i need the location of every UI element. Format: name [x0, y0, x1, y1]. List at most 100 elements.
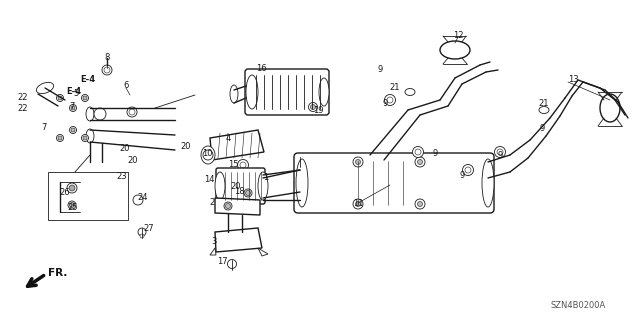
Text: 5: 5 — [74, 89, 79, 98]
Text: 20: 20 — [127, 156, 138, 164]
Text: 20: 20 — [230, 181, 241, 190]
Circle shape — [58, 136, 62, 140]
Circle shape — [70, 105, 77, 111]
Text: 8: 8 — [104, 52, 109, 61]
Circle shape — [83, 96, 87, 100]
Text: 13: 13 — [568, 75, 579, 84]
Text: 23: 23 — [116, 172, 127, 180]
Circle shape — [415, 157, 425, 167]
Text: 7: 7 — [42, 123, 47, 132]
Text: 15: 15 — [228, 159, 239, 169]
Text: 3: 3 — [212, 236, 217, 245]
Circle shape — [463, 164, 474, 175]
Text: 21: 21 — [538, 99, 548, 108]
Text: 22: 22 — [17, 103, 28, 113]
Circle shape — [138, 228, 146, 236]
FancyBboxPatch shape — [216, 168, 265, 204]
Circle shape — [310, 105, 316, 109]
Circle shape — [58, 96, 62, 100]
Circle shape — [68, 201, 76, 209]
Text: 24: 24 — [137, 193, 147, 202]
Text: 20: 20 — [180, 141, 191, 150]
Bar — [48, 172, 128, 220]
Ellipse shape — [319, 78, 329, 106]
Circle shape — [244, 189, 252, 197]
Text: 7: 7 — [70, 101, 75, 110]
Polygon shape — [215, 228, 262, 252]
Text: 2: 2 — [210, 197, 215, 206]
Circle shape — [70, 203, 74, 207]
Circle shape — [104, 67, 110, 73]
Ellipse shape — [600, 94, 620, 122]
Polygon shape — [210, 248, 216, 255]
Ellipse shape — [86, 129, 94, 143]
Text: 14: 14 — [205, 174, 215, 183]
Polygon shape — [210, 130, 264, 160]
Circle shape — [227, 260, 237, 268]
Circle shape — [70, 126, 77, 133]
Text: 10: 10 — [202, 148, 213, 157]
Text: 25: 25 — [68, 203, 78, 212]
Circle shape — [495, 147, 506, 157]
Text: 9: 9 — [540, 124, 545, 132]
Text: 9: 9 — [460, 171, 465, 180]
Text: SZN4B0200A: SZN4B0200A — [550, 301, 605, 310]
Text: 4: 4 — [225, 133, 230, 142]
Text: 22: 22 — [17, 92, 28, 101]
Circle shape — [71, 106, 75, 110]
Text: 21: 21 — [390, 83, 400, 92]
Circle shape — [497, 149, 503, 155]
Text: 19: 19 — [313, 106, 323, 115]
Ellipse shape — [215, 172, 225, 200]
Ellipse shape — [258, 172, 268, 200]
Circle shape — [71, 128, 75, 132]
Circle shape — [83, 136, 87, 140]
Circle shape — [133, 195, 143, 205]
Text: 18: 18 — [234, 187, 245, 196]
Ellipse shape — [86, 107, 94, 121]
Polygon shape — [215, 198, 260, 215]
Circle shape — [225, 204, 230, 209]
Text: 16: 16 — [256, 63, 266, 73]
Text: E-4: E-4 — [67, 86, 81, 95]
Text: 17: 17 — [218, 257, 228, 266]
Circle shape — [465, 167, 471, 173]
Text: 26: 26 — [60, 188, 70, 196]
Text: 11: 11 — [353, 198, 364, 207]
Circle shape — [56, 134, 63, 141]
Circle shape — [140, 234, 144, 238]
Text: E-4: E-4 — [81, 75, 95, 84]
Ellipse shape — [440, 41, 470, 59]
Text: 9: 9 — [433, 148, 438, 157]
Circle shape — [81, 134, 88, 141]
Text: 9: 9 — [383, 99, 388, 108]
Circle shape — [237, 159, 248, 171]
Polygon shape — [258, 248, 268, 256]
Ellipse shape — [230, 85, 238, 103]
Text: 9: 9 — [497, 150, 502, 159]
Circle shape — [69, 185, 75, 191]
Circle shape — [67, 183, 77, 193]
Text: 27: 27 — [143, 223, 154, 233]
Circle shape — [203, 150, 213, 160]
Text: 6: 6 — [124, 81, 129, 90]
Text: 12: 12 — [452, 30, 463, 39]
Text: 20: 20 — [120, 143, 130, 153]
Circle shape — [387, 97, 393, 103]
Circle shape — [129, 109, 135, 115]
Circle shape — [413, 147, 424, 157]
Circle shape — [353, 157, 363, 167]
Circle shape — [94, 108, 106, 120]
Circle shape — [415, 149, 421, 155]
FancyBboxPatch shape — [245, 69, 329, 115]
Text: 9: 9 — [378, 65, 383, 74]
Circle shape — [355, 159, 360, 164]
Circle shape — [415, 199, 425, 209]
Ellipse shape — [246, 75, 258, 109]
Ellipse shape — [482, 159, 494, 207]
Circle shape — [308, 102, 317, 111]
Circle shape — [355, 202, 360, 206]
Text: 1: 1 — [263, 172, 268, 181]
Ellipse shape — [405, 89, 415, 95]
Circle shape — [246, 190, 250, 196]
